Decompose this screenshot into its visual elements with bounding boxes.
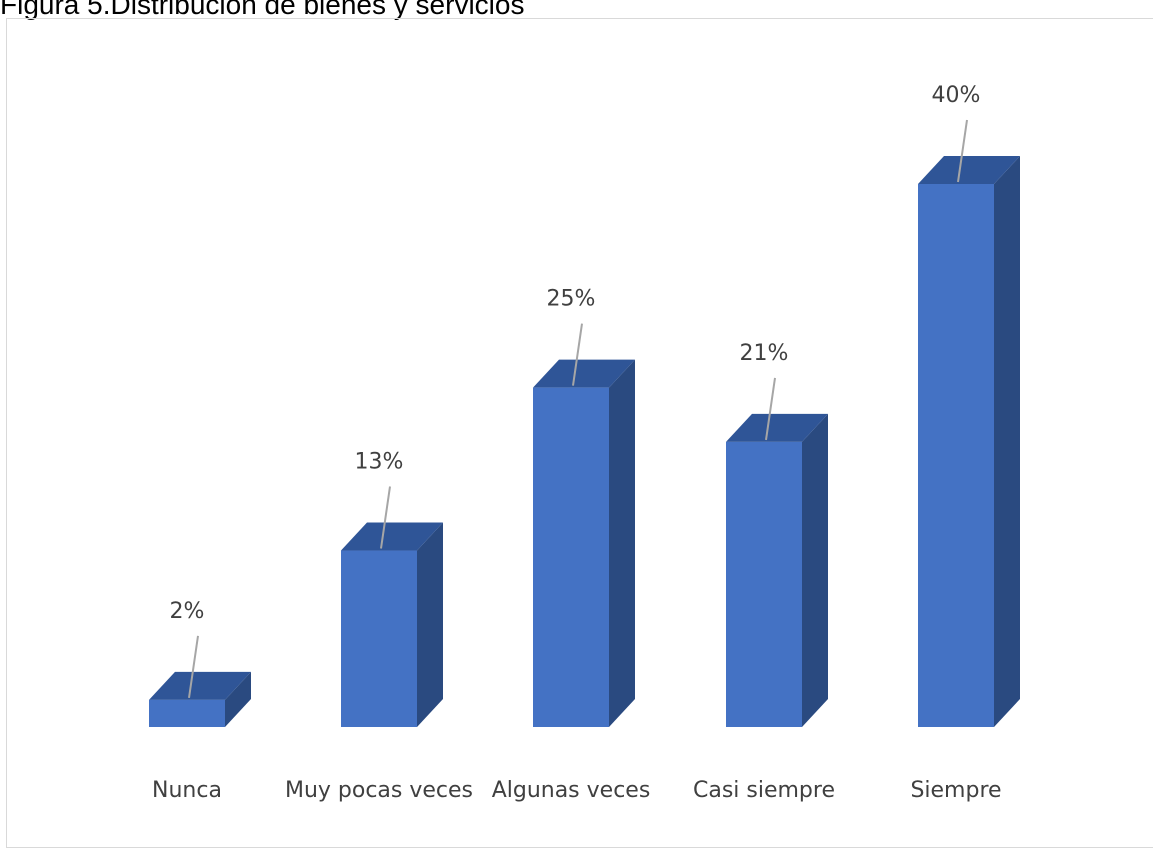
data-label-siempre: 40% [932, 83, 981, 108]
data-label-nunca: 2% [170, 599, 205, 624]
bar-side-nunca [225, 671, 251, 727]
bar-algunas-veces [533, 387, 609, 727]
figure-title: Figura 5.Distribución de bienes y servic… [0, 0, 525, 20]
bar-side-siempre [994, 156, 1020, 727]
bar-top-siempre [918, 156, 1020, 184]
bar-siempre [918, 184, 994, 727]
leader-line-nunca [188, 635, 199, 698]
bar-side-casi-siempre [802, 413, 828, 727]
leader-line-muy-pocas-veces [380, 486, 391, 549]
category-label-casi-siempre: Casi siempre [693, 778, 835, 803]
bar-casi-siempre [726, 441, 802, 727]
bar-side-algunas-veces [609, 359, 635, 727]
category-label-muy-pocas-veces: Muy pocas veces [285, 778, 473, 803]
category-labels-group: Nunca Muy pocas veces Algunas veces Casi si… [152, 778, 1002, 803]
bar-side-muy-pocas-veces [417, 522, 443, 727]
bars-group [149, 156, 1020, 727]
data-label-casi-siempre: 21% [740, 341, 789, 366]
bar-nunca [149, 699, 225, 727]
leader-line-algunas-veces [572, 323, 583, 386]
data-label-muy-pocas-veces: 13% [355, 450, 404, 475]
leader-lines-group [188, 119, 968, 698]
category-label-nunca: Nunca [152, 778, 222, 803]
data-label-algunas-veces: 25% [547, 287, 596, 312]
bar-muy-pocas-veces [341, 550, 417, 727]
leader-line-siempre [957, 119, 968, 183]
bar-top-nunca [149, 671, 251, 700]
bar-top-casi-siempre [726, 413, 828, 442]
leader-line-casi-siempre [765, 377, 776, 441]
bar-top-muy-pocas-veces [341, 522, 443, 551]
data-labels-group: 2% 13% 25% 21% 40% [170, 83, 981, 624]
category-label-siempre: Siempre [910, 778, 1001, 803]
bar-top-algunas-veces [533, 359, 635, 388]
category-label-algunas-veces: Algunas veces [492, 778, 651, 803]
